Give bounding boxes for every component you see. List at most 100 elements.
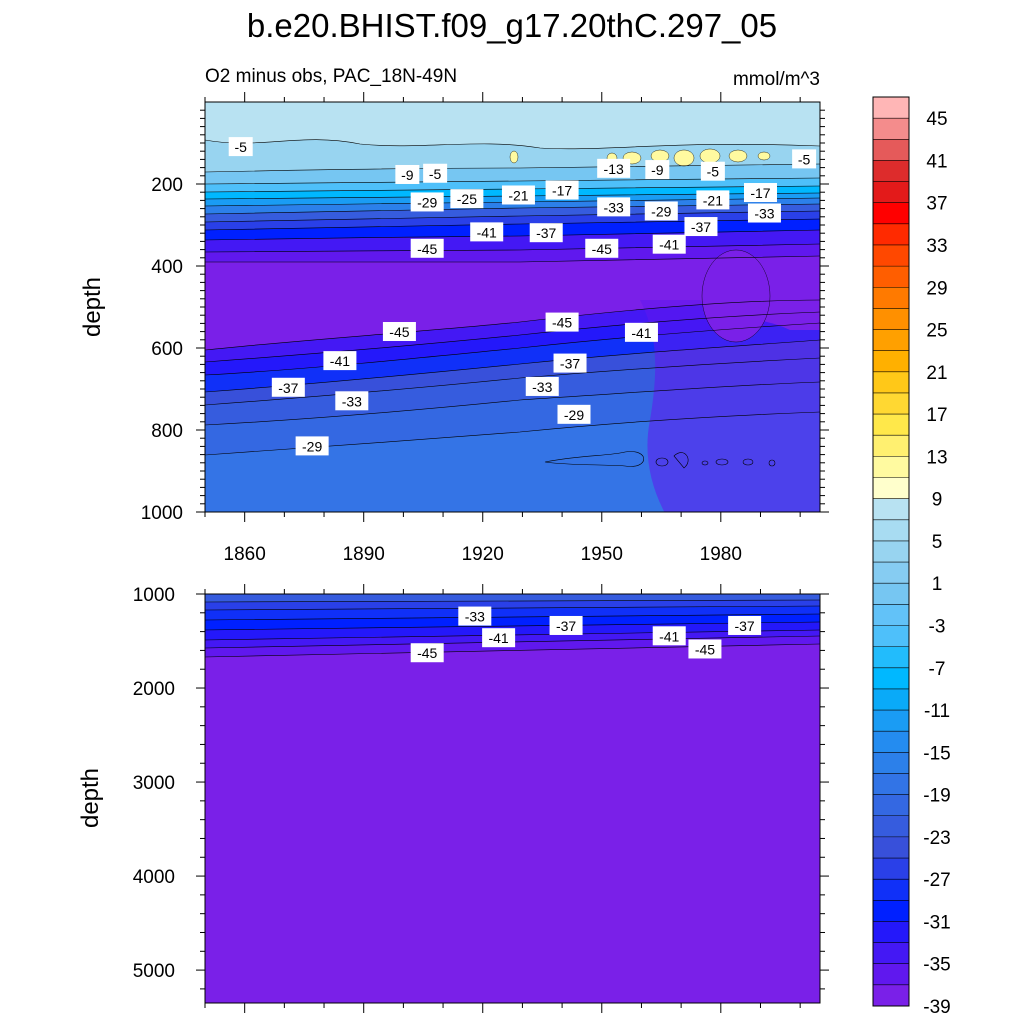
contour-label-box — [410, 643, 444, 663]
chart-title: b.e20.BHIST.f09_g17.20thC.297_05 — [247, 7, 777, 44]
contour-label-box — [271, 377, 305, 397]
contour-label: -33 — [747, 203, 781, 223]
contour-label: -29 — [557, 404, 591, 424]
upper-x-ticks: 1860 1890 1920 1950 1980 — [204, 92, 801, 565]
contour-label-box — [696, 190, 730, 210]
colorbar-swatch — [873, 900, 909, 922]
contour-label: -33 — [458, 606, 492, 626]
colorbar-label: 1 — [932, 574, 943, 595]
contour-lines-top — [205, 139, 820, 456]
colorbar-label: -35 — [923, 955, 950, 976]
colorbar-swatch — [873, 435, 909, 457]
contour-label: -45 — [410, 238, 444, 258]
contour-label: -37 — [271, 377, 305, 397]
contour-label-box — [645, 160, 670, 180]
contour-label-text: -33 — [604, 199, 624, 215]
contour-label-box — [410, 192, 444, 212]
contour-label: -33 — [525, 376, 559, 396]
colorbar-swatch — [873, 752, 909, 774]
contour-label: -41 — [624, 322, 658, 342]
y-tick-label: 2000 — [133, 679, 175, 700]
colorbar-label: 9 — [932, 490, 943, 511]
contour-label-text: -21 — [508, 187, 528, 203]
contour-label-text: -41 — [330, 353, 350, 369]
contour-label-box — [482, 628, 516, 648]
contour-label-box — [335, 391, 369, 411]
y-tick-label: 3000 — [133, 773, 175, 794]
contour-label-box — [549, 615, 583, 635]
colorbar-swatch — [873, 540, 909, 563]
colorbar-swatch — [873, 287, 909, 309]
contour-label-text: -29 — [651, 203, 671, 219]
contour-label-box — [652, 626, 686, 646]
colorbar-swatch — [873, 773, 909, 796]
contour-label: -9 — [645, 160, 670, 180]
colorbar-swatch — [873, 223, 909, 246]
colorbar-swatch — [873, 731, 909, 753]
contour-label: -37 — [684, 217, 718, 237]
contour-label-box — [743, 183, 777, 203]
upper-panel: 200 400 600 800 1000 1860 1890 1920 1950 1980 de… — [79, 92, 829, 565]
contour-label-text: -45 — [389, 324, 409, 340]
colorbar-swatch — [873, 139, 909, 161]
contour-label-text: -29 — [417, 194, 437, 210]
colorbar-swatch — [873, 604, 909, 626]
colorbar-swatch — [873, 667, 909, 690]
contour-label-text: -45 — [695, 641, 715, 657]
contour-label-text: -41 — [659, 628, 679, 644]
contour-label-box — [470, 222, 504, 242]
colorbar-swatch — [873, 625, 909, 648]
colorbar-swatch — [873, 392, 909, 415]
colorbar-swatch — [873, 160, 909, 183]
contour-label-text: -45 — [417, 241, 437, 257]
upper-contour-labels: -5 -9 -5 -13 -9 -5 -5 -29 -25 -21 -17 -33 -29 -21 -17 -… — [228, 137, 817, 456]
contour-label-box — [585, 238, 619, 258]
contour-label-text: -37 — [536, 225, 556, 241]
y-tick-label: 600 — [151, 339, 183, 360]
lower-fill — [205, 594, 820, 1003]
contour-label-box — [525, 376, 559, 396]
contour-label-text: -37 — [556, 618, 576, 634]
x-tick-label: 1950 — [581, 544, 623, 565]
contour-label: -41 — [323, 351, 357, 371]
colorbar-swatch — [873, 477, 909, 500]
contour-label-box — [423, 163, 448, 183]
colorbar-swatch — [873, 815, 909, 838]
colorbar-swatch — [873, 244, 909, 267]
colorbar-swatch — [873, 498, 909, 521]
contour-label-box — [545, 180, 579, 200]
colorbar-swatch — [873, 329, 909, 352]
colorbar-swatch — [873, 308, 909, 331]
contour-label: -33 — [335, 391, 369, 411]
x-tick-label: 1890 — [343, 544, 385, 565]
contour-label-text: -33 — [754, 206, 774, 222]
contour-label-box — [747, 203, 781, 223]
contour-label-box — [684, 217, 718, 237]
y-tick-label: 400 — [151, 257, 183, 278]
colorbar-label: -19 — [923, 786, 950, 807]
colorbar-label: -3 — [929, 616, 946, 637]
colorbar-swatch — [873, 371, 909, 394]
colorbar-swatch — [873, 583, 909, 605]
contour-label: -5 — [423, 163, 448, 183]
colorbar-swatch — [873, 963, 909, 986]
contour-label-text: -41 — [488, 630, 508, 646]
contour-label-text: -17 — [750, 185, 770, 201]
colorbar: 45 41 37 33 29 25 21 17 13 9 5 1 -3 -7 -11 -15 -19 -23 -27… — [872, 96, 951, 1018]
contour-label: -37 — [529, 223, 563, 243]
colorbar-swatch — [873, 202, 909, 225]
y-tick-label: 800 — [151, 421, 183, 442]
chart-subtitle: O2 minus obs, PAC_18N-49N — [205, 66, 457, 87]
contour-label-box — [410, 238, 444, 258]
contour-label-text: -9 — [651, 162, 664, 178]
deep-features — [544, 451, 776, 469]
colorbar-swatch — [873, 562, 909, 584]
colorbar-swatch — [873, 836, 909, 859]
violet-bump-1 — [640, 300, 820, 512]
contour-label: -45 — [382, 322, 416, 342]
y-tick-label: 5000 — [133, 961, 175, 982]
colorbar-swatch — [873, 519, 909, 542]
contour-label: -45 — [585, 238, 619, 258]
colorbar-swatch — [873, 118, 909, 140]
